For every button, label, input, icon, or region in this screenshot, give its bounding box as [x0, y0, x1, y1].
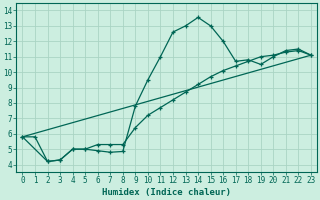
X-axis label: Humidex (Indice chaleur): Humidex (Indice chaleur)	[102, 188, 231, 197]
